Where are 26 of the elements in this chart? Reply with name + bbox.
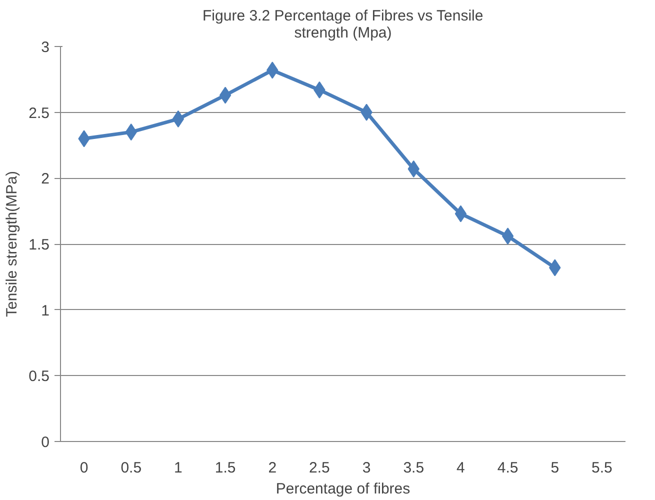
y-axis-title: Tensile strength(MPa) <box>4 171 21 317</box>
y-tick-label: 0.5 <box>28 368 50 386</box>
point <box>454 205 467 222</box>
x-tick-label: 4 <box>456 460 465 476</box>
x-tick-label: 3.5 <box>403 460 424 476</box>
y-tick-label: 1 <box>41 302 50 320</box>
point <box>502 228 514 245</box>
point <box>219 86 232 104</box>
x-tick-label: 3 <box>362 460 371 476</box>
x-tick-label: 1 <box>174 460 182 476</box>
y-tick-label: 3 <box>41 39 50 56</box>
y-tick-label: 2.5 <box>28 104 50 122</box>
point <box>172 110 184 128</box>
x-tick-label: 0 <box>80 460 88 476</box>
x-tick-label: 2 <box>268 460 277 476</box>
x-tick-label: 5 <box>550 460 560 476</box>
x-tick-label: 4.5 <box>497 460 518 476</box>
x-tick-label: 5.5 <box>592 460 612 476</box>
x-tick-label: 1.5 <box>214 460 236 476</box>
y-tick-label: 1.5 <box>28 236 50 254</box>
x-tick-label: 2.5 <box>309 460 330 476</box>
y-tick-label: 2 <box>41 170 50 188</box>
x-axis-title: Percentage of fibres <box>276 480 410 498</box>
x-tick-label: 0.5 <box>120 460 142 476</box>
y-tick-label: 0 <box>41 434 50 451</box>
chart-title: Figure 3.2 Percentage of Fibres vs Tensile strength (Mpa) <box>202 8 484 42</box>
